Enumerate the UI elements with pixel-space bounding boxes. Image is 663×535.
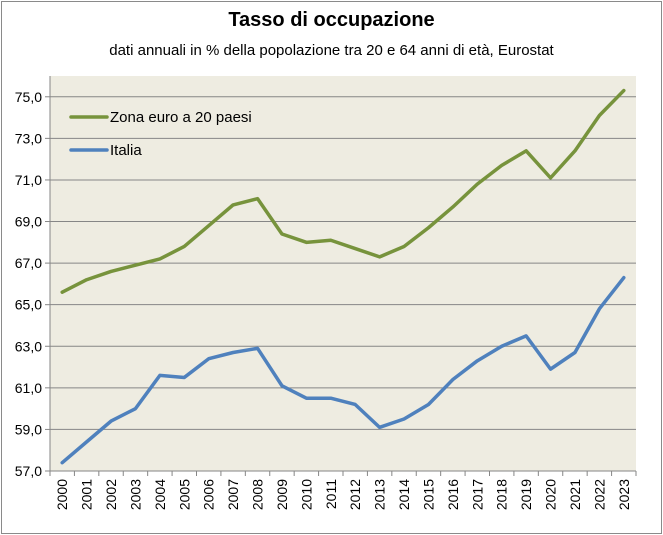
x-tick-label: 2014 [396, 479, 412, 510]
y-tick-label: 65,0 [15, 297, 42, 313]
legend-label: Zona euro a 20 paesi [110, 109, 252, 126]
x-tick-label: 2012 [347, 479, 363, 510]
x-tick-label: 2022 [591, 479, 607, 510]
series-line-zona-euro [60, 88, 626, 294]
x-tick-label: 2005 [176, 479, 192, 510]
series-lines [60, 88, 626, 465]
x-tick-label: 2000 [54, 479, 70, 510]
chart-title: Tasso di occupazione [228, 9, 435, 31]
x-tick-label: 2004 [152, 479, 168, 510]
x-tick-label: 2017 [469, 479, 485, 510]
x-tick-label: 2010 [298, 479, 314, 510]
x-tick-label: 2020 [543, 479, 559, 510]
y-tick-label: 73,0 [15, 130, 42, 146]
x-tick-label: 2009 [274, 479, 290, 510]
y-tick-label: 67,0 [15, 255, 42, 271]
axes: 57,0 59,0 61,0 63,0 65,0 67,0 69,0 71,0 73,0 75,0… [15, 76, 637, 510]
x-tick-label: 2001 [79, 479, 95, 510]
x-tick-label: 2015 [420, 479, 436, 510]
x-tick-label: 2003 [127, 479, 143, 510]
x-tick-label: 2019 [518, 479, 534, 510]
legend: Zona euro a 20 paesi Italia [69, 109, 252, 159]
legend-label: Italia [110, 142, 142, 159]
x-tick-label: 2007 [225, 479, 241, 510]
y-tick-label: 59,0 [15, 421, 42, 437]
x-tick-label: 2006 [201, 479, 217, 510]
x-tick-label: 2011 [323, 479, 339, 509]
x-tick-label: 2016 [445, 479, 461, 510]
x-tick-label: 2021 [567, 479, 583, 510]
series-line-italia [60, 275, 626, 465]
plot-area [50, 76, 636, 471]
x-tick-label: 2008 [250, 479, 266, 510]
gridlines [50, 96, 636, 430]
chart-subtitle: dati annuali in % della popolazione tra … [109, 42, 554, 59]
x-tick-label: 2018 [494, 479, 510, 510]
y-tick-label: 57,0 [15, 463, 42, 479]
x-tick-label: 2013 [372, 479, 388, 510]
y-tick-label: 61,0 [15, 380, 42, 396]
y-tick-label: 71,0 [15, 172, 42, 188]
y-tick-label: 63,0 [15, 338, 42, 354]
y-tick-label: 69,0 [15, 214, 42, 230]
y-tick-label: 75,0 [15, 89, 42, 105]
x-tick-label: 2023 [616, 479, 632, 510]
x-tick-label: 2002 [103, 479, 119, 510]
